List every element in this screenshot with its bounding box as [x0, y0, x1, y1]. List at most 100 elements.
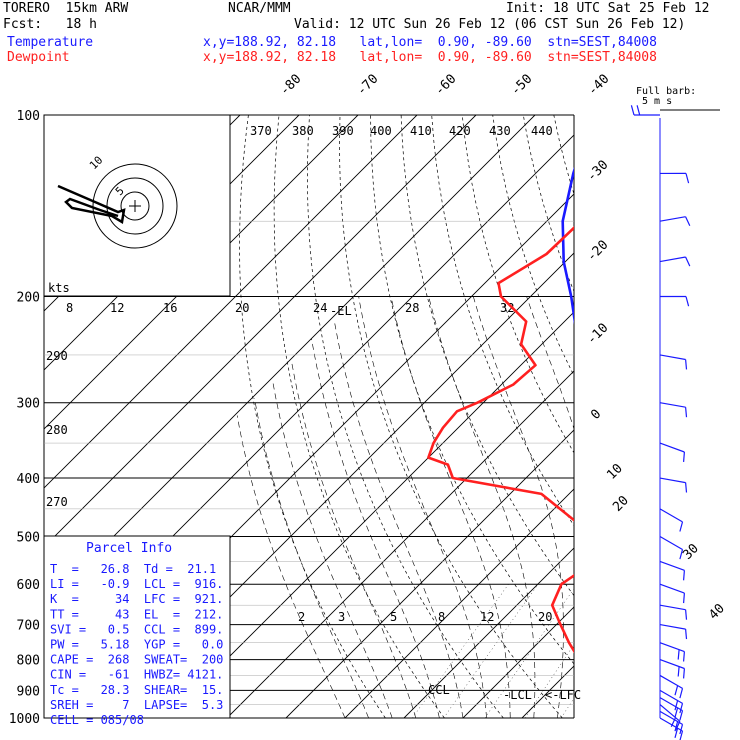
isotherm-label: -10 [584, 321, 611, 348]
hodograph-speed-label: 20 [235, 301, 249, 315]
parcel-info-row: CELL = 085/08 [50, 713, 144, 727]
wind-barb-flag [677, 666, 680, 677]
location-line-temp: x,y=188.92, 82.18 lat,lon= 0.90, -89.60 … [203, 35, 657, 50]
wind-barb-flag [683, 651, 685, 662]
wind-barb-staff [659, 442, 685, 453]
wind-barb-staff [659, 583, 685, 594]
mixing-ratio-line [484, 588, 574, 718]
hodograph-speed-label: 8 [66, 301, 73, 315]
hodograph-speed-label: 16 [163, 301, 177, 315]
wind-barb-flag [685, 296, 690, 307]
init-time: Init: 18 UTC Sat 25 Feb 12 [506, 1, 710, 16]
wind-barb-staff [659, 717, 683, 732]
wind-barb [659, 354, 688, 370]
isotherm-label: -60 [432, 72, 459, 99]
wind-barb-staff [659, 710, 683, 725]
dry-adiabat [273, 115, 445, 718]
dry-adiabat [239, 115, 386, 718]
isotherm-label: 40 [706, 601, 728, 623]
moist-adiabat [699, 297, 740, 719]
moist-adiabat [652, 297, 740, 719]
moist-adiabat [628, 297, 683, 719]
ccl-marker-label: CCL [428, 683, 450, 697]
pressure-tick-label: 300 [17, 397, 40, 412]
wind-barb-flag [685, 173, 690, 184]
pressure-tick-label: 1000 [9, 712, 40, 727]
parcel-info-row: SREH = 7 LAPSE= 5.3 [50, 698, 223, 712]
isotherm-line [403, 547, 574, 718]
wind-barb-staff [659, 216, 686, 222]
parcel-info-row: CIN = -61 HWBZ= 4121. [50, 668, 223, 682]
mixing-ratio-label: 12 [480, 610, 494, 624]
wind-barb [659, 642, 685, 662]
dry-adiabat [522, 115, 574, 293]
wind-barb-staff [659, 604, 686, 611]
isotherm-line [44, 115, 418, 489]
theta-label: 390 [332, 124, 354, 138]
moist-adiabat [311, 338, 440, 718]
isotherm-line [699, 115, 740, 718]
wind-barb-staff [659, 256, 686, 263]
temperature-line [561, 166, 574, 325]
wind-barb [659, 583, 685, 604]
parcel-info-row: PW = 5.18 YGP = 0.0 [50, 638, 223, 652]
mixing-ratio-line [609, 584, 694, 718]
wind-barb [659, 172, 690, 184]
dry-adiabat [492, 115, 574, 377]
wind-barb-flag [679, 703, 684, 714]
pressure-tick-label: 600 [17, 578, 40, 593]
mixing-ratio-line [412, 584, 509, 718]
moist-adiabat [254, 398, 369, 718]
wind-barb-staff [659, 642, 685, 653]
wind-barb [659, 717, 684, 740]
location-line-dew: x,y=188.92, 82.18 lat,lon= 0.90, -89.60 … [203, 50, 657, 65]
isotherm-line [521, 665, 574, 718]
wind-barb-flag [683, 593, 685, 604]
theta-label: 420 [449, 124, 471, 138]
hodograph-speed-label: 24 [313, 301, 327, 315]
wind-barb [659, 604, 688, 620]
isotherm-line [226, 370, 574, 718]
pressure-tick-label: 500 [17, 530, 40, 545]
mixing-ratio-label: 2 [298, 610, 305, 624]
wind-barb-flag [683, 451, 685, 462]
theta-label: 410 [410, 124, 432, 138]
wind-barb [659, 674, 684, 699]
wind-barb-flag [630, 105, 635, 116]
legend-temperature: Temperature [7, 35, 94, 50]
isotherm-label: -40 [585, 72, 612, 99]
wind-barb-staff [659, 402, 686, 408]
hodograph-unit-label: kts [48, 281, 70, 295]
theta-label: 280 [46, 423, 68, 437]
wind-barb-staff [659, 535, 683, 551]
parcel-info-title: Parcel Info [86, 541, 172, 556]
isotherm-label: -80 [277, 72, 304, 99]
dewpoint-line [427, 226, 574, 654]
pressure-tick-label: 700 [17, 619, 40, 634]
wind-barb-flag [674, 707, 679, 718]
wind-barb-flag [685, 256, 691, 267]
mixing-ratio-label: 8 [438, 610, 445, 624]
isotherm-line [640, 115, 740, 718]
wind-barb-flag [677, 649, 680, 660]
el-marker-label: -EL [330, 304, 352, 318]
wind-barb-staff [659, 354, 686, 361]
forecast-hour: Fcst: 18 h [3, 17, 97, 32]
parcel-info-row: LI = -0.9 LCL = 916. [50, 577, 223, 591]
wind-barb-staff [659, 508, 683, 523]
wind-barb [659, 402, 688, 418]
wind-barb-flag [685, 609, 688, 620]
isotherm-line [167, 311, 574, 718]
wind-barb-staff [659, 560, 685, 571]
wind-barb [659, 508, 684, 532]
legend-dewpoint: Dewpoint [7, 50, 70, 65]
wind-barb-staff [659, 704, 681, 722]
wind-barb-flag [679, 688, 684, 699]
isotherm-line [285, 429, 574, 718]
isotherm-line [44, 115, 359, 430]
wind-barb [659, 256, 691, 267]
lcl-marker-label: -LCL [503, 688, 532, 702]
parcel-info-row: T = 26.8 Td = 21.1 [50, 562, 216, 576]
